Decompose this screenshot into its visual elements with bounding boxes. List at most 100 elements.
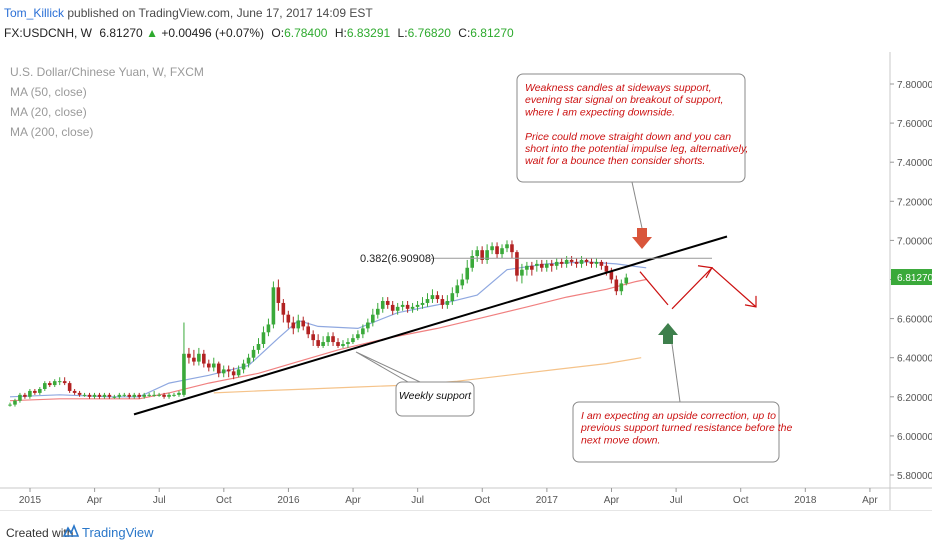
- candle-body: [112, 396, 117, 398]
- candle-body: [117, 394, 122, 397]
- candle-body: [231, 371, 236, 376]
- candle-body: [142, 394, 146, 397]
- candle-body: [92, 394, 97, 397]
- x-tick-label: Apr: [862, 495, 878, 506]
- last-price: 6.81270: [99, 26, 143, 40]
- support-trendline: [133, 235, 728, 416]
- projection-arrowhead-icon: [744, 295, 757, 308]
- candle-body: [301, 320, 306, 327]
- candle-body: [221, 369, 226, 374]
- candle-body: [460, 279, 465, 286]
- open-label: O:: [271, 26, 285, 40]
- down-arrow-icon: [632, 228, 652, 249]
- candle-body: [147, 394, 151, 396]
- high-value: 6.83291: [346, 26, 391, 40]
- candle-body: [177, 392, 181, 395]
- candle-body: [544, 263, 549, 268]
- y-tick-label: 6.20000: [897, 393, 932, 404]
- candle-body: [97, 394, 102, 397]
- candle-body: [410, 306, 415, 309]
- price-chart[interactable]: 7.800007.600007.400007.200007.000006.800…: [0, 52, 932, 510]
- candle-body: [366, 322, 370, 329]
- x-tick-label: Jul: [153, 495, 166, 506]
- candle-body: [505, 244, 509, 249]
- candle-body: [430, 295, 435, 300]
- legend-ma20[interactable]: MA (20, close): [10, 105, 87, 119]
- candle-body: [107, 394, 112, 397]
- tradingview-logo-icon[interactable]: [63, 524, 79, 538]
- open-value: 6.78400: [284, 26, 328, 40]
- candle-body: [57, 381, 62, 383]
- y-tick-label: 5.80000: [897, 471, 932, 482]
- candle-body: [609, 271, 614, 280]
- candle-body: [395, 306, 400, 311]
- candle-body: [455, 285, 460, 294]
- candle-body: [87, 394, 92, 397]
- low-value: 6.76820: [407, 26, 451, 40]
- candle-body: [226, 369, 231, 372]
- x-tick-label: 2017: [536, 495, 559, 506]
- candle-body: [281, 302, 286, 315]
- top-annotation-text: where I am expecting downside.: [525, 106, 675, 118]
- chart-header: Tom_Killick published on TradingView.com…: [0, 0, 932, 52]
- legend-ma200[interactable]: MA (200, close): [10, 125, 94, 139]
- candle-body: [604, 265, 609, 272]
- x-tick-label: Jul: [411, 495, 424, 506]
- candle-body: [187, 353, 191, 358]
- candle-body: [33, 390, 37, 393]
- candle-body: [122, 394, 127, 396]
- callout-pointer: [355, 351, 421, 383]
- indicator-legend: U.S. Dollar/Chinese Yuan, W, FXCM MA (50…: [10, 62, 204, 142]
- breakdown-arrow-line: [639, 271, 669, 306]
- candle-body: [182, 353, 186, 395]
- last-price-tag: [891, 269, 932, 286]
- candle-body: [375, 308, 380, 315]
- candle-body: [525, 265, 529, 270]
- candle-body: [132, 394, 137, 397]
- candle-body: [52, 381, 57, 386]
- candle-body: [167, 394, 171, 397]
- candle-body: [316, 340, 320, 346]
- candle-body: [266, 324, 271, 333]
- candle-body: [361, 328, 365, 335]
- author-link[interactable]: Tom_Killick: [4, 6, 65, 20]
- x-tick-label: Oct: [474, 495, 490, 506]
- candle-body: [614, 279, 619, 292]
- candle-body: [72, 390, 77, 393]
- candle-body: [127, 394, 132, 397]
- x-tick-label: 2015: [19, 495, 42, 506]
- close-value: 6.81270: [470, 26, 514, 40]
- x-tick-label: Apr: [87, 495, 103, 506]
- candle-body: [172, 394, 176, 396]
- candle-body: [137, 394, 142, 397]
- publish-info: Tom_Killick published on TradingView.com…: [4, 6, 373, 20]
- y-tick-label: 6.60000: [897, 315, 932, 326]
- candle-body: [341, 344, 345, 346]
- legend-ma50[interactable]: MA (50, close): [10, 85, 87, 99]
- candle-body: [420, 302, 425, 305]
- last-price-label: 6.81270: [897, 273, 932, 284]
- candle-body: [241, 363, 246, 370]
- candle-body: [331, 336, 335, 343]
- candle-body: [450, 293, 455, 302]
- candle-body: [549, 263, 554, 266]
- candle-body: [465, 267, 470, 280]
- candle-body: [405, 304, 410, 309]
- candle-body: [256, 344, 261, 350]
- y-tick-label: 7.80000: [897, 80, 932, 91]
- candle-body: [619, 283, 624, 292]
- candle-body: [336, 342, 340, 346]
- x-tick-label: Apr: [604, 495, 620, 506]
- candle-body: [18, 394, 22, 401]
- candle-body: [286, 314, 291, 323]
- tradingview-brand[interactable]: TradingView: [82, 525, 154, 540]
- candle-body: [346, 342, 350, 345]
- candle-body: [291, 322, 296, 329]
- x-tick-label: Apr: [345, 495, 361, 506]
- low-label: L:: [397, 26, 408, 40]
- change-arrow-icon: ▲: [146, 26, 158, 40]
- candle-body: [594, 261, 599, 264]
- callout-pointer: [671, 343, 681, 403]
- high-label: H:: [334, 26, 347, 40]
- candle-body: [371, 314, 375, 323]
